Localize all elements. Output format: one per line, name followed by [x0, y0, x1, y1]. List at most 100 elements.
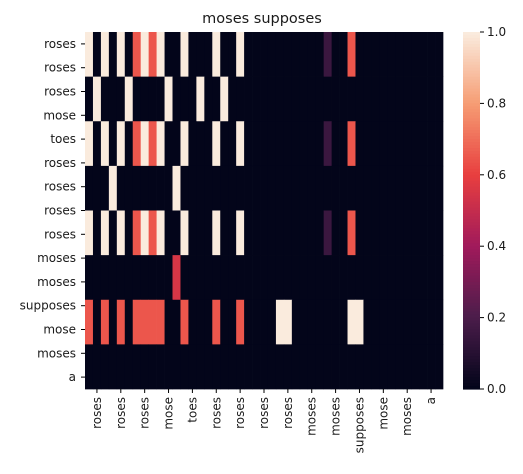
heatmap-cell: [435, 165, 444, 211]
colorbar-segment: [463, 195, 480, 200]
heatmap-cell: [267, 344, 277, 390]
colorbar: 0.0 0.2 0.4 0.6 0.8 1.0: [463, 25, 506, 396]
y-tick-label: roses: [44, 227, 76, 241]
y-tick-label: roses: [44, 180, 76, 194]
heatmap-cell: [339, 32, 348, 77]
colorbar-tick-label: 0.4: [487, 239, 506, 253]
heatmap-cell: [148, 32, 157, 77]
heatmap-cell: [435, 344, 444, 390]
y-tick-label: roses: [44, 37, 76, 51]
heatmap-cell: [315, 165, 325, 211]
heatmap-cell: [299, 121, 309, 167]
heatmap-cell: [244, 32, 253, 77]
colorbar-segment: [463, 204, 480, 209]
heatmap-cell: [379, 32, 388, 77]
colorbar-segment: [463, 49, 480, 54]
heatmap-cell: [132, 299, 142, 345]
colorbar-segment: [463, 377, 480, 381]
colorbar-segment: [463, 311, 480, 316]
heatmap-cell: [252, 299, 261, 345]
heatmap-cell: [172, 32, 181, 77]
colorbar-segment: [463, 287, 480, 292]
heatmap-cell: [355, 344, 364, 390]
heatmap-cell: [355, 32, 364, 77]
heatmap-cell: [204, 32, 213, 77]
heatmap-cell: [355, 255, 364, 301]
heatmap-cell: [331, 344, 340, 390]
colorbar-segment: [463, 37, 480, 42]
heatmap-cell: [164, 32, 173, 77]
colorbar-segment: [463, 52, 480, 57]
x-tick-label: roses: [257, 397, 271, 429]
heatmap-cell: [140, 121, 149, 167]
heatmap-cell: [411, 165, 420, 211]
heatmap-cell: [363, 76, 372, 122]
colorbar-segment: [463, 40, 480, 45]
colorbar-segment: [463, 145, 480, 149]
heatmap-cell: [228, 210, 237, 256]
heatmap-cell: [172, 76, 181, 122]
heatmap-cell: [204, 344, 213, 390]
x-tick-label: moses: [400, 397, 414, 436]
heatmap-cell: [267, 165, 277, 211]
heatmap-cell: [180, 32, 189, 77]
heatmap-cell: [236, 76, 245, 122]
heatmap-cell: [427, 121, 436, 167]
heatmap-cell: [236, 210, 245, 256]
heatmap-cell: [148, 165, 157, 211]
heatmap-cell: [92, 299, 102, 345]
heatmap-cell: [244, 344, 253, 390]
heatmap-cell: [427, 76, 436, 122]
colorbar-segment: [463, 228, 480, 232]
heatmap-cell: [299, 76, 309, 122]
heatmap-cell: [323, 299, 332, 345]
heatmap-cell: [164, 210, 173, 256]
heatmap-cell: [315, 299, 325, 345]
heatmap-cell: [379, 165, 388, 211]
colorbar-segment: [463, 183, 480, 188]
y-tick-label: moses: [37, 251, 76, 265]
heatmap-cell: [188, 299, 197, 345]
heatmap-cell: [180, 165, 189, 211]
heatmap-cell: [108, 344, 118, 390]
colorbar-segment: [463, 76, 480, 81]
colorbar-segment: [463, 323, 480, 328]
heatmap-cell: [236, 299, 245, 345]
heatmap-cell: [85, 299, 94, 345]
heatmap-cell: [188, 32, 197, 77]
heatmap-cell: [371, 255, 380, 301]
heatmap-cell: [156, 165, 165, 211]
heatmap-cell: [124, 299, 134, 345]
heatmap-cell: [124, 344, 134, 390]
heatmap-cell: [299, 210, 309, 256]
heatmap-cell: [124, 255, 134, 301]
heatmap-cell: [180, 299, 189, 345]
y-tick-label: mose: [43, 108, 76, 122]
heatmap-cell: [212, 344, 221, 390]
y-tick-label: moses: [37, 275, 76, 289]
heatmap-cell: [387, 255, 396, 301]
heatmap-cell: [419, 344, 428, 390]
heatmap-cell: [252, 210, 261, 256]
y-tick-label: a: [69, 370, 76, 384]
heatmap-cell: [260, 344, 269, 390]
heatmap-cell: [339, 344, 348, 390]
heatmap-cell: [275, 210, 285, 256]
heatmap-cell: [156, 210, 165, 256]
heatmap-cell: [252, 165, 261, 211]
heatmap-cell: [260, 299, 269, 345]
heatmap-cell: [124, 121, 134, 167]
colorbar-segment: [463, 106, 480, 110]
colorbar-segment: [463, 320, 480, 325]
heatmap-cell: [427, 255, 436, 301]
heatmap-cell: [172, 299, 181, 345]
y-tick-label: roses: [44, 61, 76, 75]
colorbar-segment: [463, 237, 480, 241]
colorbar-segment: [463, 148, 480, 152]
heatmap-cell: [419, 76, 428, 122]
colorbar-segment: [463, 270, 480, 274]
colorbar-segment: [463, 362, 480, 366]
colorbar-segment: [463, 264, 480, 268]
heatmap-cell: [419, 255, 428, 301]
heatmap-cell: [307, 210, 317, 256]
